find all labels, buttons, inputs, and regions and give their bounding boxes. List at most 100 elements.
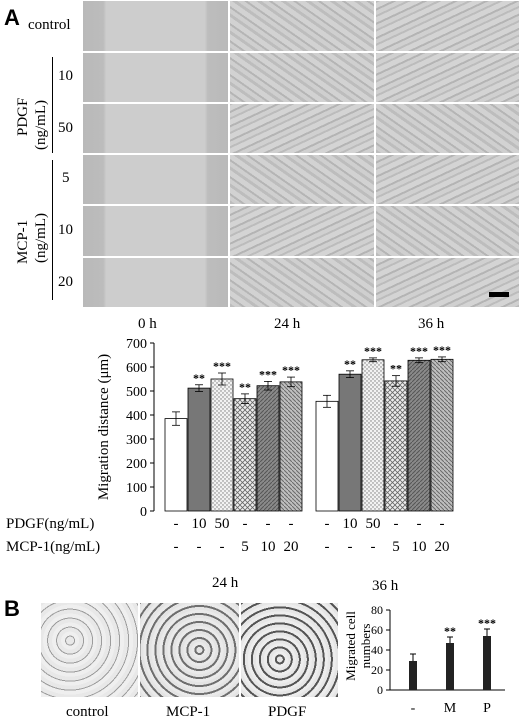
time-label-36h: 36 h <box>418 316 445 332</box>
x-tick-label: M <box>444 701 457 716</box>
transwell-image-control <box>40 602 139 698</box>
y-tick-label: 20 <box>371 663 383 677</box>
bar <box>256 385 280 512</box>
significance-marker: ** <box>390 362 402 376</box>
table-row-label: PDGF(ng/mL) <box>6 516 94 532</box>
time-label-0h: 0 h <box>138 316 157 332</box>
group-label-24h: 24 h <box>212 575 239 591</box>
scale-bar <box>489 292 509 297</box>
y-tick-label: 60 <box>371 623 383 637</box>
table-cell: - <box>417 516 422 532</box>
significance-marker: *** <box>364 344 382 358</box>
micrograph-pdgf10-36h <box>375 52 520 103</box>
significance-marker: *** <box>213 359 231 373</box>
bar <box>361 359 385 512</box>
micrograph-mcp20-0h <box>82 257 229 308</box>
image-label-control: control <box>66 704 109 720</box>
table-cell: - <box>243 516 248 532</box>
y-tick-label: 0 <box>377 683 383 697</box>
bar <box>210 378 234 512</box>
significance-marker: *** <box>282 363 300 377</box>
significance-marker: ** <box>239 380 251 394</box>
group-label-mcp-unit: (ng/mL) <box>33 213 49 263</box>
y-tick-label: 300 <box>126 433 147 448</box>
micrograph-pdgf50-0h <box>82 103 229 154</box>
significance-marker: *** <box>259 367 277 381</box>
bar <box>409 661 417 690</box>
micrograph-mcp10-24h <box>229 205 375 257</box>
table-cell: 20 <box>435 539 450 555</box>
micrograph-mcp5-0h <box>82 154 229 205</box>
significance-marker: *** <box>410 344 428 358</box>
group-label-pdgf: PDGF <box>15 97 31 136</box>
table-cell: 5 <box>392 539 400 555</box>
time-label-24h: 24 h <box>274 316 301 332</box>
table-cell: 10 <box>261 539 276 555</box>
table-cell: 10 <box>192 516 207 532</box>
image-label-pdgf: PDGF <box>268 704 307 720</box>
y-axis-label-line2: numbers <box>358 624 373 669</box>
migrated-cells-chart: 0 20 40 60 80 Migrated cell numbers - ** M *** P <box>343 603 505 716</box>
transwell-image-mcp1 <box>139 602 240 698</box>
table-cell: - <box>197 539 202 555</box>
micrograph-control-0h <box>82 0 229 52</box>
micrograph-grid <box>82 0 520 308</box>
micrograph-pdgf50-24h <box>229 103 375 154</box>
group-bracket-mcp <box>52 160 53 300</box>
bar <box>430 358 454 512</box>
bar <box>338 373 362 512</box>
y-axis-label: Migration distance (μm) <box>96 354 112 500</box>
micrograph-control-36h <box>375 0 520 52</box>
panel-b-letter: B <box>4 596 20 621</box>
significance-marker: ** <box>344 357 356 371</box>
group-bracket-pdgf <box>52 57 53 153</box>
panel-a-letter: A <box>4 5 20 30</box>
table-cell: - <box>325 516 330 532</box>
bar <box>407 359 431 512</box>
table-cell: - <box>220 539 225 555</box>
micrograph-pdgf50-36h <box>375 103 520 154</box>
micrograph-control-24h <box>229 0 375 52</box>
row-label-mcp-5: 5 <box>62 170 70 186</box>
table-cell: 20 <box>284 539 299 555</box>
row-label-pdgf-50: 50 <box>58 120 73 136</box>
table-cell: - <box>266 516 271 532</box>
y-tick-label: 40 <box>371 643 383 657</box>
y-axis-label-line1: Migrated cell <box>343 611 358 681</box>
y-tick-label: 500 <box>126 385 147 400</box>
transwell-image-pdgf <box>240 602 339 698</box>
y-tick-label: 0 <box>140 505 147 520</box>
bar <box>187 387 211 512</box>
table-cell: - <box>325 539 330 555</box>
bar <box>279 381 303 512</box>
bar <box>446 643 454 690</box>
y-tick-label: 100 <box>126 481 147 496</box>
significance-marker: ** <box>193 371 205 385</box>
bar <box>315 400 339 512</box>
micrograph-mcp10-0h <box>82 205 229 257</box>
table-cell: - <box>174 516 179 532</box>
y-tick-label: 600 <box>126 361 147 376</box>
micrograph-pdgf10-24h <box>229 52 375 103</box>
bar <box>164 418 188 512</box>
significance-marker: *** <box>478 616 496 630</box>
table-cell: - <box>289 516 294 532</box>
x-tick-label: P <box>483 701 491 716</box>
table-row-label: MCP-1(ng/mL) <box>6 539 100 555</box>
micrograph-pdgf10-0h <box>82 52 229 103</box>
bar <box>483 636 491 690</box>
x-tick-label: - <box>411 701 416 716</box>
row-label-mcp-10: 10 <box>58 222 73 238</box>
table-cell: - <box>440 516 445 532</box>
group-label-36h: 36 h <box>372 578 399 594</box>
row-label-mcp-20: 20 <box>58 274 73 290</box>
group-label-mcp: MCP-1 <box>15 219 31 264</box>
row-label-control: control <box>28 17 71 33</box>
table-cell: - <box>394 516 399 532</box>
image-label-mcp1: MCP-1 <box>166 704 211 720</box>
row-label-pdgf-10: 10 <box>58 68 73 84</box>
significance-marker: *** <box>433 343 451 357</box>
table-cell: 50 <box>366 516 381 532</box>
table-cell: 10 <box>343 516 358 532</box>
significance-marker: ** <box>444 624 456 638</box>
